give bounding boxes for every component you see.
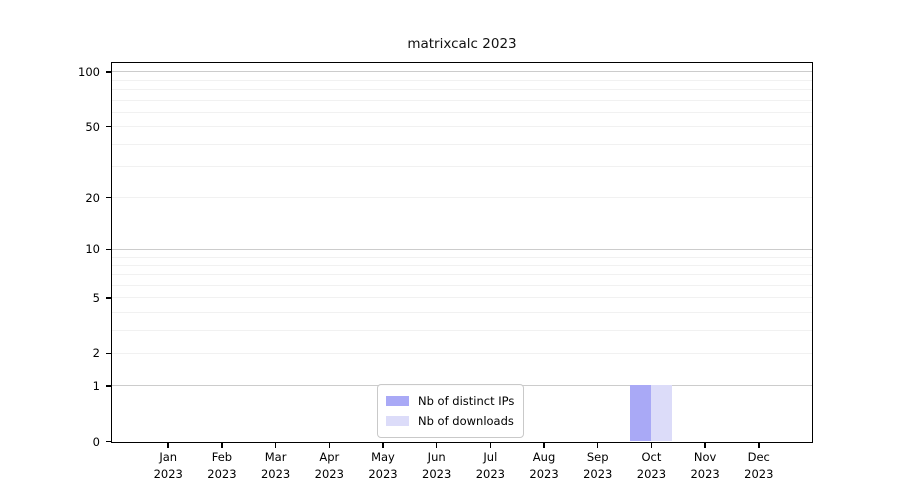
minor-gridline (112, 79, 812, 81)
x-tick-label: May 2023 (343, 449, 423, 482)
y-tick-mark (106, 196, 111, 199)
x-tick-mark (221, 443, 223, 448)
legend-entry-downloads: Nb of downloads (386, 411, 514, 431)
x-tick-month: Jun (427, 450, 446, 464)
minor-gridline (112, 274, 812, 276)
x-tick-year: 2023 (529, 466, 559, 481)
x-tick-year: 2023 (207, 466, 237, 481)
y-tick-label: 0 (92, 434, 100, 449)
x-tick-label: Jun 2023 (397, 449, 477, 482)
y-tick-label: 50 (85, 119, 100, 134)
minor-gridline (112, 88, 812, 90)
y-tick-mark (106, 297, 111, 299)
x-tick-month: Mar (264, 450, 287, 464)
x-tick-mark (382, 443, 384, 448)
x-tick-month: Jan (159, 450, 178, 464)
y-tick-label: 5 (92, 290, 100, 305)
minor-gridline (112, 352, 812, 354)
minor-gridline (112, 111, 812, 113)
x-tick-year: 2023 (368, 466, 398, 481)
y-tick-mark (106, 385, 111, 387)
minor-gridline (112, 165, 812, 167)
minor-gridline (112, 297, 812, 299)
legend-label-distinct-ips: Nb of distinct IPs (418, 394, 515, 408)
minor-gridline (112, 197, 812, 199)
legend: Nb of distinct IPs Nb of downloads (377, 384, 525, 438)
x-tick-month: Dec (747, 450, 770, 464)
minor-gridline (112, 256, 812, 258)
minor-gridline (112, 285, 812, 287)
legend-entry-distinct-ips: Nb of distinct IPs (386, 391, 514, 411)
minor-gridline (112, 143, 812, 145)
legend-label-downloads: Nb of downloads (418, 414, 514, 428)
minor-gridline (112, 312, 812, 314)
x-tick-year: 2023 (744, 466, 774, 481)
y-tick-label: 2 (92, 346, 100, 361)
major-gridline (112, 71, 812, 73)
x-tick-mark (167, 443, 169, 448)
y-tick-label: 20 (85, 190, 100, 205)
x-tick-label: Oct 2023 (611, 449, 691, 482)
x-tick-label: Aug 2023 (504, 449, 584, 482)
bar-oct-s0 (629, 385, 651, 441)
x-tick-label: Dec 2023 (719, 449, 799, 482)
x-tick-label: Mar 2023 (236, 449, 316, 482)
minor-gridline (112, 329, 812, 331)
x-tick-mark (328, 443, 331, 448)
y-tick-mark (106, 71, 111, 73)
x-tick-month: Feb (211, 450, 233, 464)
legend-swatch-downloads (386, 416, 409, 426)
x-tick-year: 2023 (260, 466, 291, 481)
plot-area: Nb of distinct IPs Nb of downloads (111, 62, 813, 443)
x-tick-year: 2023 (314, 466, 344, 481)
y-tick-label: 10 (85, 242, 100, 257)
y-tick-label: 100 (78, 64, 100, 79)
x-tick-month: Aug (532, 450, 556, 464)
x-tick-year: 2023 (153, 466, 183, 481)
major-gridline (112, 248, 812, 250)
y-tick-mark (106, 248, 111, 251)
x-tick-year: 2023 (636, 466, 667, 481)
x-tick-label: Jul 2023 (450, 449, 530, 482)
y-tick-mark (106, 352, 111, 355)
x-tick-year: 2023 (422, 466, 452, 481)
x-tick-label: Sep 2023 (558, 449, 638, 482)
x-tick-label: Feb 2023 (182, 449, 262, 482)
x-tick-mark (650, 443, 653, 448)
x-tick-mark (758, 443, 760, 448)
x-tick-month: Jul (483, 450, 498, 464)
x-tick-mark (543, 443, 545, 448)
minor-gridline (112, 264, 812, 266)
chart-title: matrixcalc 2023 (407, 36, 517, 52)
minor-gridline (112, 126, 812, 128)
x-tick-year: 2023 (583, 466, 613, 481)
minor-gridline (112, 99, 812, 101)
x-tick-label: Nov 2023 (665, 449, 745, 482)
x-tick-mark (274, 443, 277, 448)
x-tick-month: Sep (586, 450, 609, 464)
y-tick-label: 1 (92, 378, 100, 393)
y-tick-mark (106, 440, 111, 443)
bar-oct-s1 (650, 385, 672, 441)
y-tick-mark (106, 125, 111, 128)
x-tick-month: Nov (693, 450, 717, 464)
x-tick-label: Apr 2023 (289, 449, 369, 482)
x-tick-year: 2023 (690, 466, 720, 481)
x-tick-year: 2023 (475, 466, 505, 481)
legend-swatch-distinct-ips (386, 396, 409, 406)
x-tick-mark (596, 443, 599, 448)
x-tick-month: May (371, 450, 395, 464)
x-tick-mark (435, 443, 438, 448)
x-tick-month: Apr (319, 450, 340, 464)
x-tick-mark (704, 443, 706, 448)
x-tick-label: Jan 2023 (128, 449, 208, 482)
x-tick-month: Oct (641, 450, 662, 464)
x-tick-mark (489, 443, 492, 448)
